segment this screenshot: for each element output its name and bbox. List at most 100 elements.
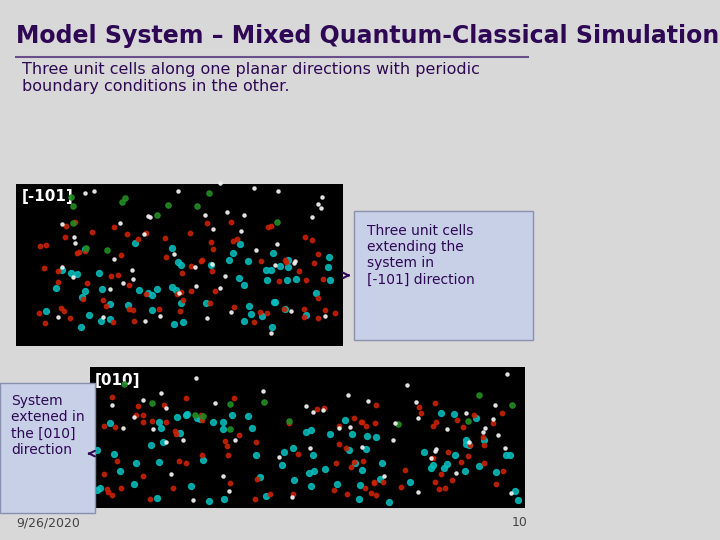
- Point: [256, 312, 268, 320]
- Point: [130, 410, 142, 419]
- Point: [441, 460, 453, 468]
- Point: [66, 192, 77, 201]
- Point: [370, 433, 382, 441]
- Point: [474, 390, 485, 399]
- Point: [109, 423, 121, 431]
- Point: [148, 424, 159, 433]
- Point: [289, 256, 300, 265]
- Point: [222, 207, 233, 216]
- Point: [128, 317, 140, 326]
- Point: [442, 448, 454, 457]
- Point: [217, 424, 228, 433]
- Point: [509, 487, 521, 495]
- Point: [264, 489, 276, 498]
- Point: [324, 429, 336, 438]
- Point: [105, 272, 117, 280]
- Point: [104, 315, 116, 323]
- Point: [228, 393, 240, 402]
- Point: [369, 418, 381, 427]
- Point: [248, 318, 260, 327]
- Point: [78, 287, 90, 295]
- Point: [330, 459, 341, 468]
- Point: [340, 443, 351, 452]
- Point: [194, 415, 206, 423]
- Point: [99, 470, 110, 478]
- Point: [89, 186, 100, 195]
- Point: [52, 278, 63, 286]
- Point: [322, 263, 333, 272]
- Point: [217, 417, 228, 426]
- Point: [201, 299, 212, 308]
- Point: [477, 433, 488, 441]
- Point: [71, 269, 83, 278]
- Point: [176, 268, 188, 277]
- Point: [271, 218, 283, 226]
- Point: [100, 301, 112, 310]
- Point: [128, 480, 140, 488]
- Point: [144, 213, 156, 221]
- Point: [122, 230, 133, 239]
- Point: [116, 484, 127, 493]
- Point: [204, 238, 216, 246]
- Point: [40, 318, 51, 327]
- Point: [197, 451, 208, 460]
- Point: [206, 266, 217, 275]
- Point: [431, 418, 442, 427]
- Point: [251, 475, 262, 484]
- Point: [176, 298, 187, 307]
- Point: [310, 289, 321, 298]
- Point: [436, 408, 447, 417]
- Point: [290, 275, 302, 284]
- Point: [60, 221, 71, 230]
- Point: [139, 317, 150, 326]
- Point: [425, 453, 436, 462]
- Point: [122, 301, 134, 309]
- Point: [487, 419, 499, 428]
- Point: [274, 261, 286, 270]
- Point: [362, 397, 374, 406]
- Point: [430, 447, 441, 456]
- Point: [174, 429, 186, 438]
- Point: [360, 445, 372, 454]
- Point: [462, 416, 474, 425]
- Point: [225, 424, 236, 433]
- Point: [203, 188, 215, 197]
- Point: [293, 450, 305, 458]
- Point: [207, 418, 219, 427]
- Point: [288, 259, 300, 267]
- Point: [303, 469, 315, 477]
- Point: [197, 416, 208, 425]
- Point: [210, 286, 221, 295]
- Point: [140, 228, 151, 237]
- Point: [209, 399, 220, 407]
- Point: [279, 305, 290, 314]
- Point: [356, 465, 368, 474]
- Point: [235, 227, 247, 236]
- Point: [273, 276, 284, 285]
- Point: [69, 238, 81, 247]
- Point: [160, 403, 171, 412]
- Point: [309, 259, 320, 267]
- Point: [111, 456, 122, 465]
- Point: [146, 417, 158, 426]
- Point: [151, 285, 163, 294]
- Point: [269, 298, 280, 307]
- Point: [106, 491, 117, 500]
- Point: [102, 246, 113, 254]
- Point: [221, 441, 233, 450]
- Point: [189, 411, 200, 420]
- Point: [312, 314, 324, 322]
- Point: [344, 423, 356, 431]
- Point: [168, 484, 179, 492]
- Point: [50, 284, 62, 293]
- Point: [34, 242, 45, 251]
- Point: [319, 465, 330, 474]
- Point: [279, 304, 291, 313]
- Point: [116, 198, 127, 206]
- Point: [261, 275, 273, 284]
- Point: [318, 403, 329, 412]
- Point: [312, 294, 323, 302]
- Point: [248, 184, 259, 193]
- Point: [181, 411, 192, 420]
- Point: [306, 236, 318, 245]
